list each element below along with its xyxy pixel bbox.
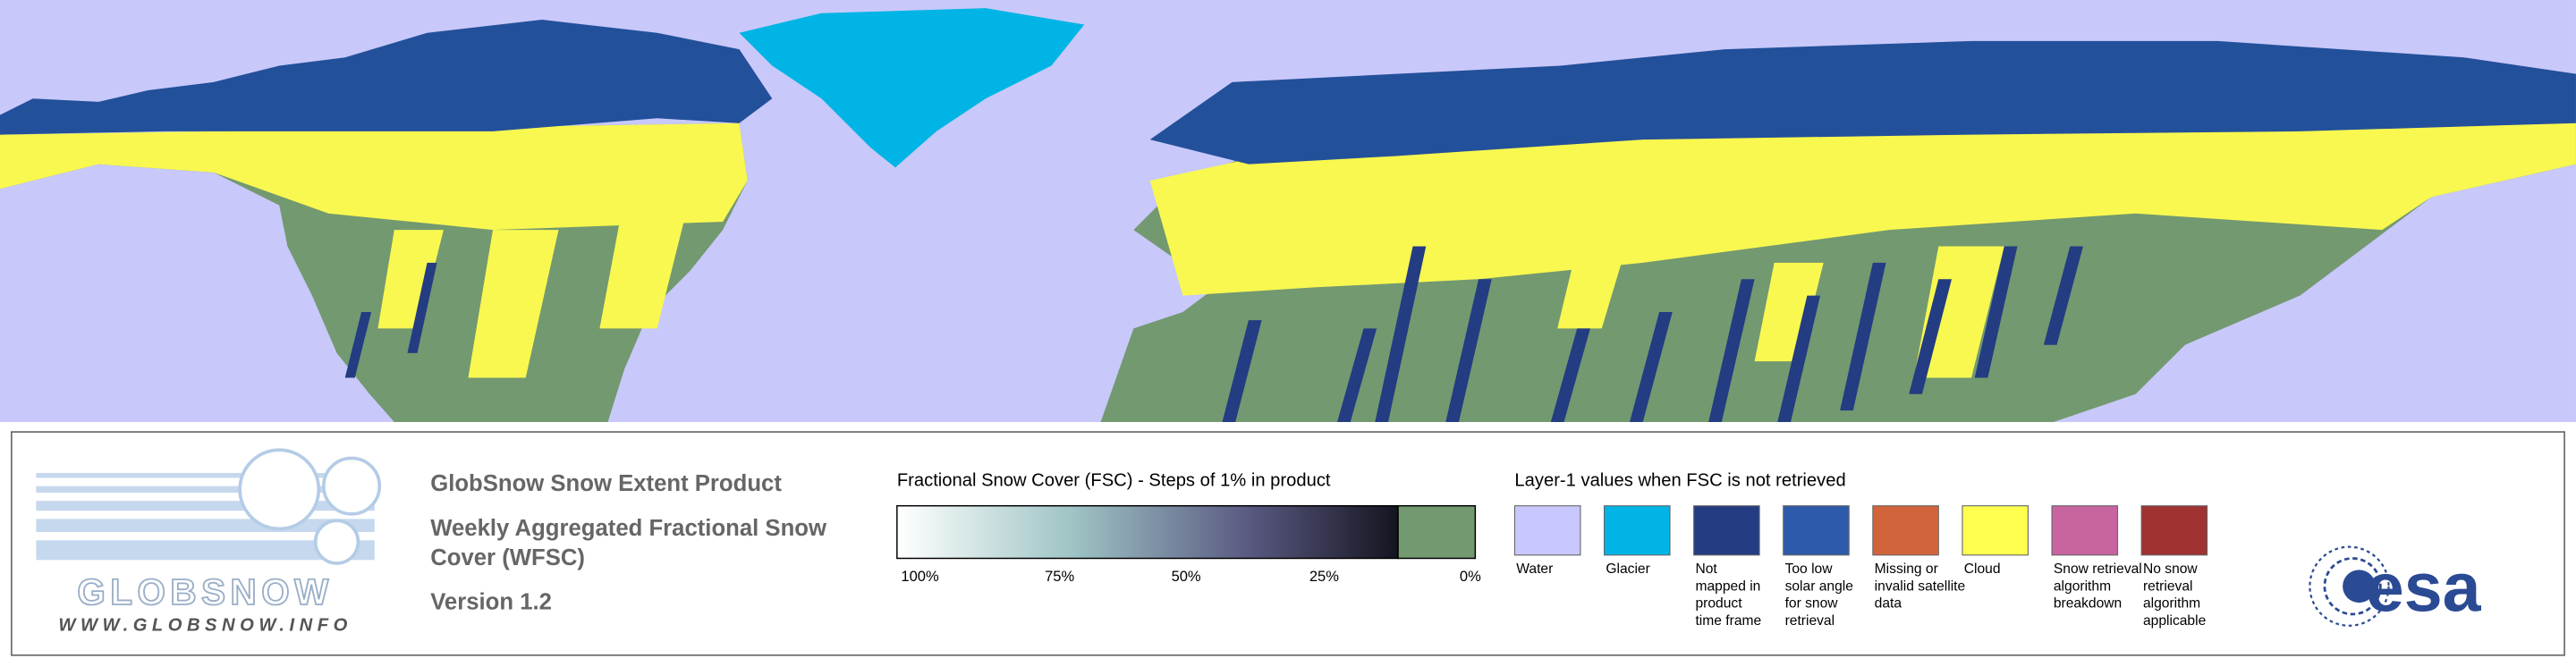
globsnow-logo: GLOBSNOW WWW.GLOBSNOW.INFO xyxy=(36,448,382,635)
logo-stripe xyxy=(36,485,375,494)
agency-logo: esa xyxy=(2366,549,2482,626)
snowflake xyxy=(321,456,382,516)
product-version: Version 1.2 xyxy=(430,589,552,614)
logo-stripe xyxy=(36,501,375,511)
esa-logo: esa xyxy=(2309,545,2482,627)
legend-label: for snow xyxy=(1785,596,1839,612)
snowflake xyxy=(313,519,360,565)
product-subtitle: Weekly Aggregated Fractional Snow xyxy=(430,516,827,541)
legend-label: retrieval xyxy=(2143,578,2193,594)
greenland xyxy=(739,8,1085,168)
legend-label: Glacier xyxy=(1606,561,1649,577)
legend-label: Snow retrieval xyxy=(2054,561,2142,577)
fsc-label: 100% xyxy=(901,568,939,585)
legend-label: data xyxy=(1875,596,1902,612)
fsc-labels: 100% 75% 50% 25% 0% xyxy=(901,568,1481,585)
fsc-snow-free xyxy=(1397,504,1477,560)
logo-url: WWW.GLOBSNOW.INFO xyxy=(58,615,352,635)
cloud-area xyxy=(1557,246,2004,378)
product-subtitle: Cover (WFSC) xyxy=(430,545,585,570)
legend-label: mapped in xyxy=(1695,578,1760,594)
legend-label: applicable xyxy=(2143,613,2206,629)
fsc-label: 25% xyxy=(1309,568,1339,585)
legend-label: algorithm xyxy=(2054,578,2111,594)
legend-swatch xyxy=(1783,505,1850,556)
product-title: GlobSnow Snow Extent Product xyxy=(430,471,782,496)
legend-label: solar angle xyxy=(1785,578,1853,594)
fsc-label: 50% xyxy=(1172,568,1201,585)
legend-swatch xyxy=(1603,505,1671,556)
logo-ring xyxy=(2343,570,2376,604)
legend-swatch xyxy=(1962,505,2029,556)
legend-label: product xyxy=(1695,596,1742,612)
legend-label: time frame xyxy=(1695,613,1761,629)
fsc-label: 0% xyxy=(1460,568,1481,585)
legend-label: breakdown xyxy=(2054,596,2122,612)
layer1-title: Layer-1 values when FSC is not retrieved xyxy=(1514,471,1845,491)
map xyxy=(0,0,2576,423)
cloud-area xyxy=(0,122,748,231)
logo-ring xyxy=(2309,545,2390,627)
legend-swatch xyxy=(2051,505,2119,556)
fsc-title: Fractional Snow Cover (FSC) - Steps of 1… xyxy=(897,471,1331,491)
solar-angle-area xyxy=(0,20,773,135)
fsc-label: 75% xyxy=(1045,568,1074,585)
legend-label: Missing or xyxy=(1875,561,1938,577)
legend-label: Too low xyxy=(1785,561,1834,577)
legend-swatch xyxy=(1872,505,1939,556)
cloud-area xyxy=(377,197,691,378)
solar-angle-area xyxy=(1149,40,2576,165)
legend-label: No snow xyxy=(2143,561,2198,577)
legend-label: Water xyxy=(1516,561,1553,577)
logo-ring xyxy=(2323,557,2382,616)
fsc-colorbar xyxy=(896,504,1399,560)
legend-label: retrieval xyxy=(1785,613,1835,629)
legend-label: algorithm xyxy=(2143,596,2200,612)
cloud-area xyxy=(1149,114,2576,296)
legend-label: Not xyxy=(1695,561,1717,577)
unmapped-strips xyxy=(344,246,2083,423)
logo-stripe xyxy=(36,472,375,478)
logo-stripe xyxy=(36,540,375,561)
legend-label: Cloud xyxy=(1964,561,2001,577)
legend-swatch xyxy=(1513,505,1581,556)
logo-name: GLOBSNOW xyxy=(77,571,333,612)
legend-swatch xyxy=(2140,505,2208,556)
legend-label: invalid satellite xyxy=(1875,578,1966,594)
legend-swatch xyxy=(1693,505,1760,556)
snowflake xyxy=(238,448,321,531)
